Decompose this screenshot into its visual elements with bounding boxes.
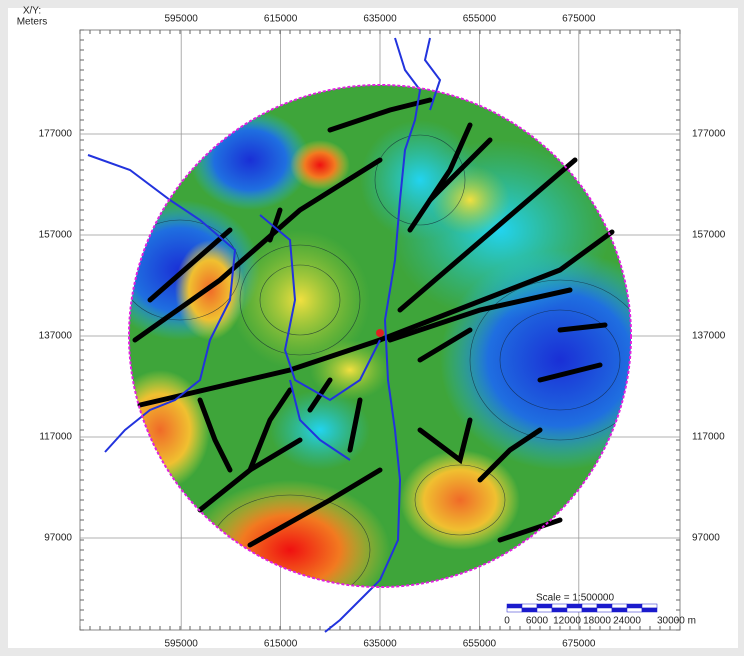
scale-segment [597, 604, 612, 608]
scale-segment [537, 604, 552, 608]
map-view: X/Y: Meters Scale = 1:500000 06000120001… [0, 0, 744, 656]
scale-segment [612, 608, 627, 612]
y-tick-label: 137000 [39, 331, 73, 342]
scale-label: Scale = 1:500000 [536, 593, 615, 604]
scale-segment [552, 608, 567, 612]
scale-segment [582, 608, 597, 612]
scale-tick-label: 12000 [553, 616, 581, 627]
scale-tick-label: 18000 [583, 616, 611, 627]
scale-segment [567, 608, 582, 612]
y-tick-label: 117000 [692, 432, 725, 443]
scale-segment [642, 604, 657, 608]
scale-segment [627, 604, 642, 608]
scale-segment [567, 604, 582, 608]
x-tick-label: 675000 [562, 14, 596, 25]
x-tick-label: 655000 [463, 14, 497, 25]
y-tick-label: 97000 [44, 533, 72, 544]
scale-segment [582, 604, 597, 608]
scale-tick-label: 0 [504, 616, 510, 627]
corner-label: X/Y: [23, 6, 41, 17]
scale-segment [522, 608, 537, 612]
scale-segment [537, 608, 552, 612]
scale-segment [612, 604, 627, 608]
y-tick-label: 157000 [39, 230, 73, 241]
y-tick-label: 177000 [39, 129, 73, 140]
y-tick-label: 177000 [692, 129, 726, 140]
scale-tick-label: 30000 m [657, 616, 696, 627]
y-tick-label: 157000 [692, 230, 726, 241]
scale-segment [552, 604, 567, 608]
x-tick-label: 595000 [165, 14, 199, 25]
scale-tick-label: 6000 [526, 616, 549, 627]
scale-tick-label: 24000 [613, 616, 641, 627]
scale-segment [627, 608, 642, 612]
scale-segment [597, 608, 612, 612]
x-tick-label: 655000 [463, 639, 497, 650]
y-tick-label: 137000 [692, 331, 726, 342]
corner-label: Meters [17, 17, 48, 28]
x-tick-label: 615000 [264, 639, 298, 650]
page: X/Y: Meters Scale = 1:500000 06000120001… [0, 0, 744, 656]
scale-segment [522, 604, 537, 608]
x-tick-label: 635000 [363, 14, 397, 25]
scale-segment [642, 608, 657, 612]
y-tick-label: 117000 [39, 432, 72, 443]
x-tick-label: 615000 [264, 14, 298, 25]
scale-segment [507, 604, 522, 608]
x-tick-label: 595000 [165, 639, 199, 650]
x-tick-label: 635000 [363, 639, 397, 650]
y-tick-label: 97000 [692, 533, 720, 544]
well-marker [376, 329, 384, 337]
scale-segment [507, 608, 522, 612]
x-tick-label: 675000 [562, 639, 596, 650]
